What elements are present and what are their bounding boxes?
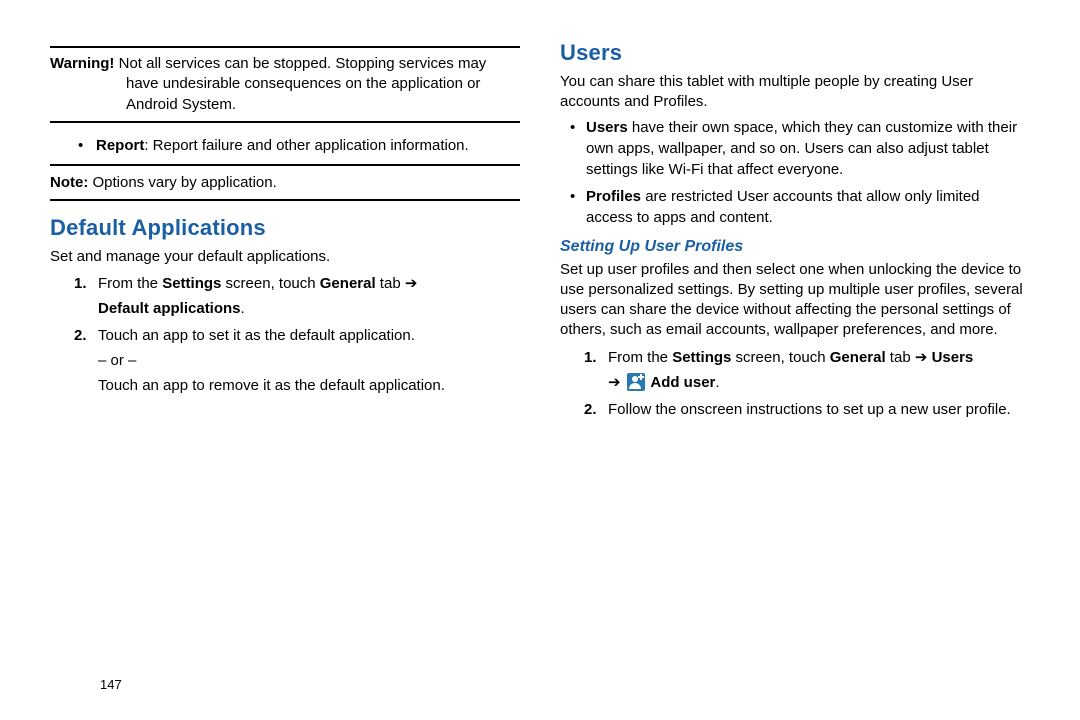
list-item: Users have their own space, which they c…	[560, 117, 1030, 180]
heading-default-applications: Default Applications	[50, 215, 520, 241]
divider	[50, 121, 520, 123]
divider	[50, 46, 520, 48]
list-item: 2. Touch an app to set it as the default…	[50, 325, 520, 396]
step-number: 2.	[74, 325, 87, 346]
step-number: 1.	[74, 273, 87, 294]
users-bullets: Users have their own space, which they c…	[560, 117, 1030, 228]
arrow-icon: ➔	[608, 374, 621, 391]
default-apps-steps: 1. From the Settings screen, touch Gener…	[50, 273, 520, 396]
heading-users: Users	[560, 40, 1030, 66]
report-label: Report	[96, 137, 144, 154]
step-number: 2.	[584, 399, 597, 420]
note-row: Note: Options vary by application.	[50, 172, 520, 193]
list-item: Report: Report failure and other applica…	[50, 135, 520, 156]
arrow-icon: ➔	[405, 275, 418, 292]
manual-page: Warning! Not all services can be stopped…	[0, 0, 1080, 720]
list-item: Profiles are restricted User accounts th…	[560, 186, 1030, 228]
users-intro: You can share this tablet with multiple …	[560, 72, 1030, 113]
profiles-intro: Set up user profiles and then select one…	[560, 260, 1030, 341]
note-label: Note:	[50, 174, 88, 191]
heading-setup-profiles: Setting Up User Profiles	[560, 238, 1030, 256]
step-number: 1.	[584, 347, 597, 368]
warning-label: Warning!	[50, 55, 114, 72]
divider	[50, 164, 520, 166]
divider	[50, 199, 520, 201]
report-bullet: Report: Report failure and other applica…	[50, 135, 520, 156]
arrow-icon: ➔	[915, 349, 928, 366]
list-item: 1. From the Settings screen, touch Gener…	[560, 347, 1030, 393]
right-column: Users You can share this tablet with mul…	[560, 40, 1030, 700]
profiles-steps: 1. From the Settings screen, touch Gener…	[560, 347, 1030, 420]
page-number: 147	[100, 677, 122, 692]
left-column: Warning! Not all services can be stopped…	[50, 40, 520, 700]
list-item: 1. From the Settings screen, touch Gener…	[50, 273, 520, 319]
list-item: 2. Follow the onscreen instructions to s…	[560, 399, 1030, 420]
warning-box: Warning! Not all services can be stopped…	[50, 54, 520, 115]
add-user-icon	[627, 373, 645, 391]
warning-text: Warning! Not all services can be stopped…	[50, 54, 520, 115]
default-apps-intro: Set and manage your default applications…	[50, 247, 520, 267]
